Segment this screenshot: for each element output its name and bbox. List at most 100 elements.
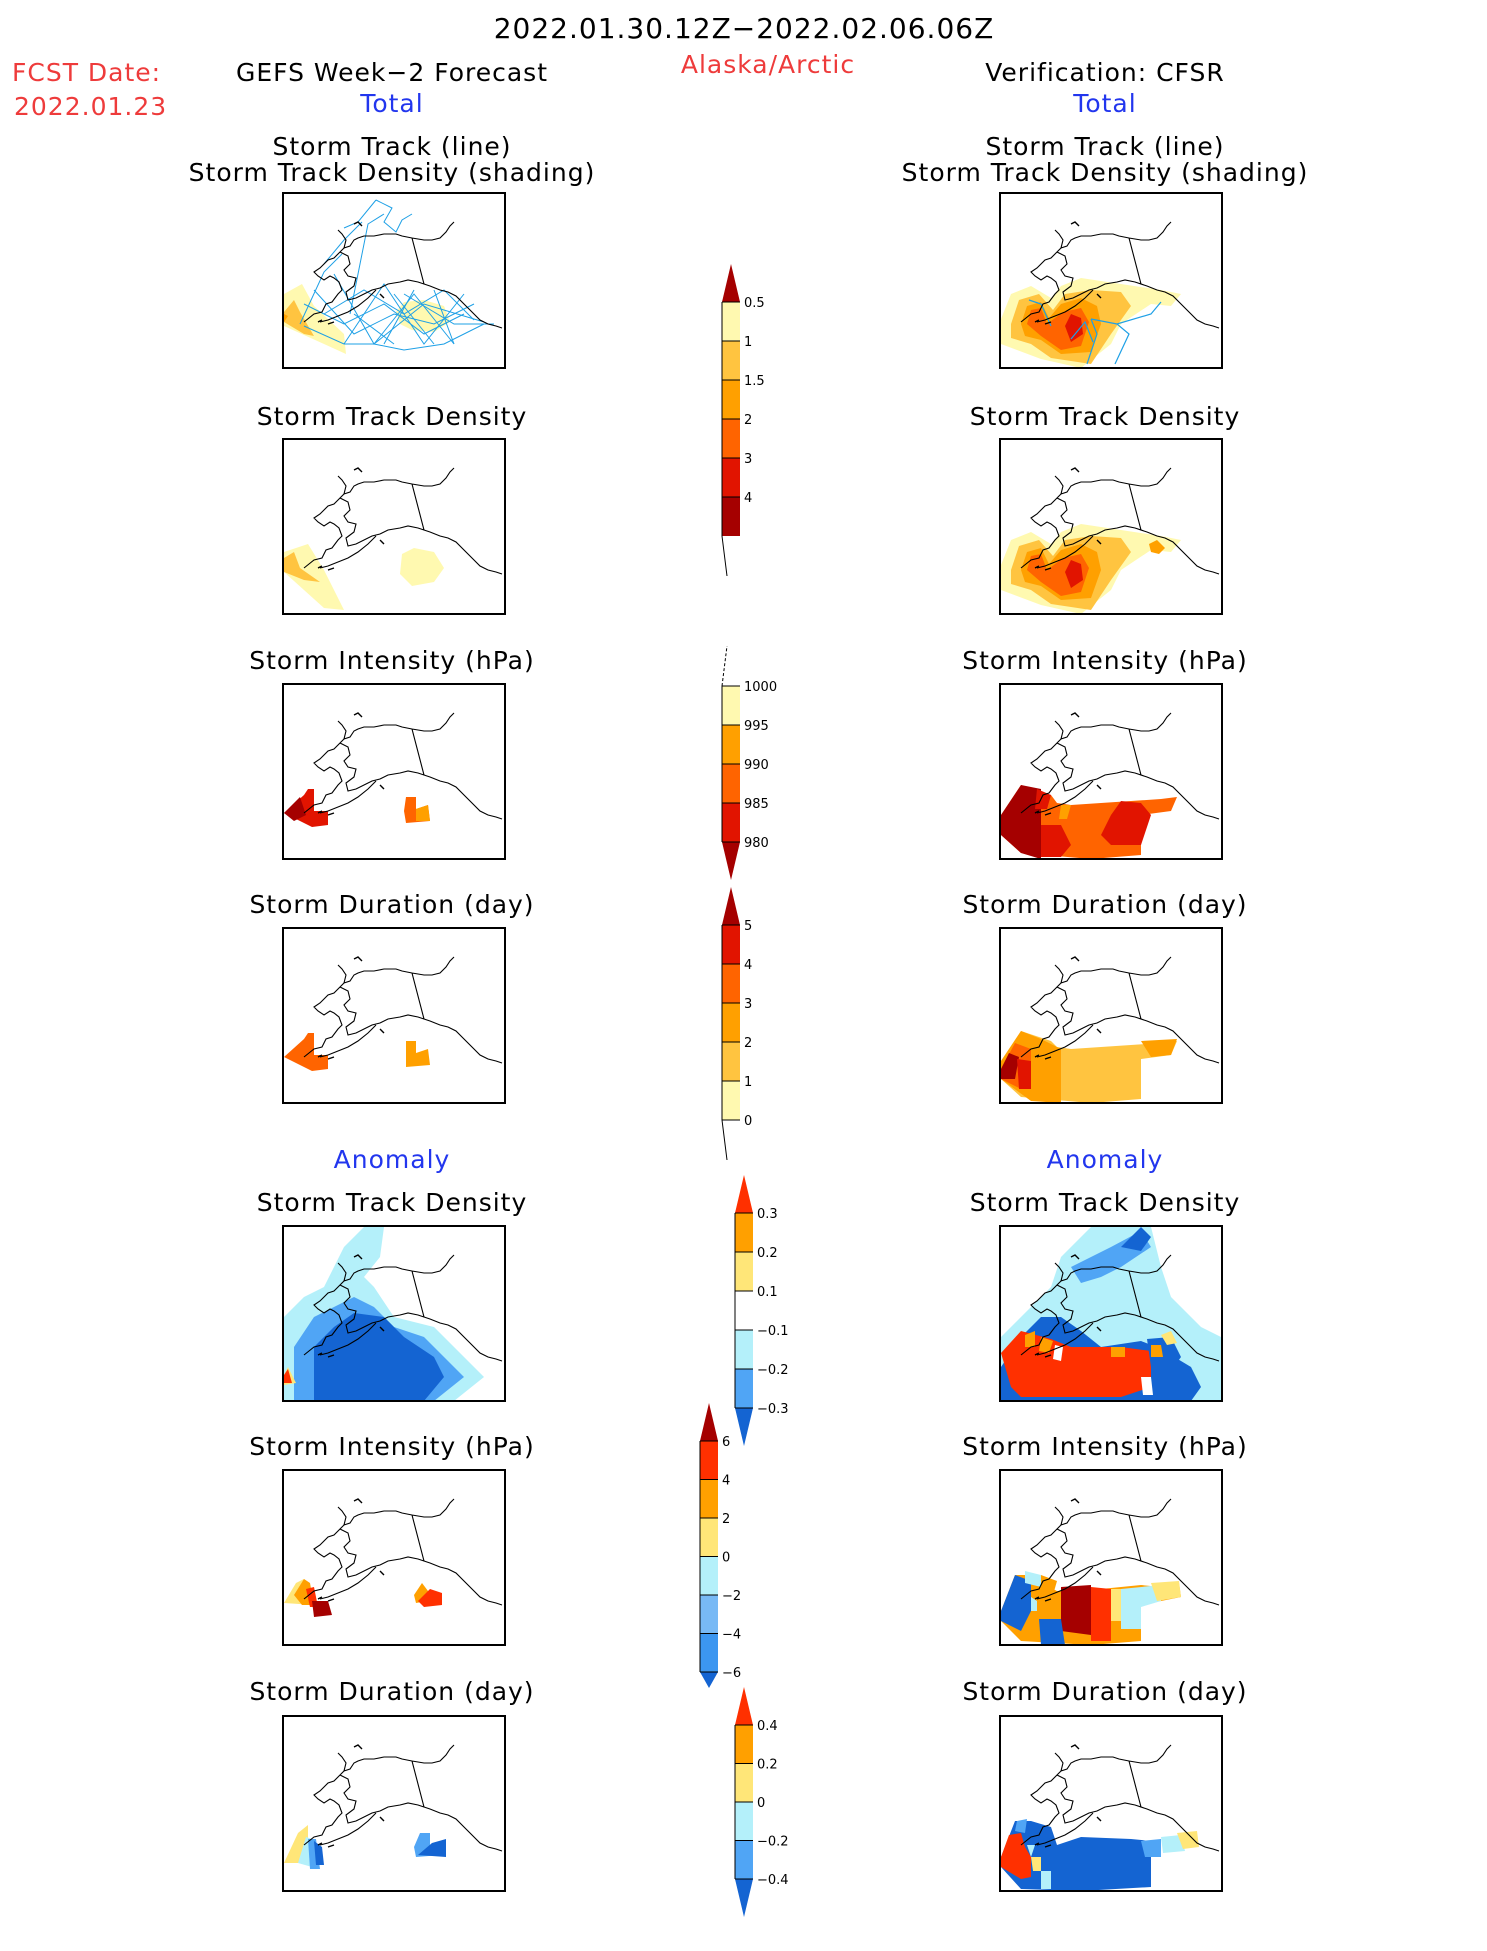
right-title-duration-anom: Storm Duration (day)	[962, 1677, 1248, 1706]
right-title-intensity-anom: Storm Intensity (hPa)	[962, 1432, 1248, 1461]
colorbar-segment	[735, 1330, 753, 1369]
alaska-coastline	[303, 1498, 503, 1606]
colorbar-segment	[735, 1252, 753, 1291]
shaded-region	[284, 284, 346, 354]
storm-track-line	[303, 323, 485, 351]
alaska-map	[1001, 221, 1220, 367]
shaded-region	[418, 1589, 442, 1607]
storm-track-line	[303, 303, 465, 335]
colorbar-tick-label: 1	[744, 1075, 752, 1090]
islands	[1034, 221, 1102, 325]
storm-track-line	[393, 293, 435, 345]
islands	[1034, 1498, 1102, 1602]
storm-track-line	[1086, 318, 1098, 365]
shaded-region	[1001, 1053, 1019, 1079]
shaded-region	[1041, 1871, 1051, 1889]
colorbar-segment	[735, 1840, 753, 1879]
alaska-coastline	[1020, 221, 1220, 329]
left-total-label: Total	[360, 89, 424, 118]
colorbar-duration-svg: 5 4 3 2 1 0	[721, 887, 752, 1161]
colorbar-tick-label: 0	[744, 1114, 752, 1129]
right-title-track-shading: Storm Track Density (shading)	[901, 158, 1309, 187]
colorbar-segment	[722, 380, 740, 419]
colorbar-intensity: 1000 995 990 985 980	[721, 645, 812, 914]
left-column-title: GEFS Week−2 Forecast	[235, 58, 549, 87]
islands	[1034, 1744, 1102, 1848]
colorbar-segment	[735, 1369, 753, 1408]
left-title-intensity-anom: Storm Intensity (hPa)	[249, 1432, 535, 1461]
shaded-region	[284, 552, 320, 582]
shaded-region	[1027, 1845, 1035, 1857]
region-title: Alaska/Arctic	[680, 50, 856, 79]
map-cfsr-track	[999, 192, 1223, 369]
colorbar-intensity-anomaly: 6 4 2 0 −2 −4 −6	[699, 1403, 790, 1722]
right-title-track-line: Storm Track (line)	[985, 132, 1225, 161]
colorbar-segment	[735, 1213, 753, 1252]
shaded-region	[1039, 1337, 1053, 1353]
alaska-map	[1001, 712, 1220, 858]
colorbar-upper-arrow	[722, 887, 740, 925]
alaska-coastline	[1020, 467, 1220, 575]
colorbar-tick-label: 0.3	[757, 1207, 778, 1222]
storm-track-lines	[299, 199, 494, 351]
left-title-track-shading: Storm Track Density (shading)	[188, 158, 596, 187]
colorbar-segment	[722, 497, 740, 536]
alaska-coastline	[303, 1254, 503, 1362]
shaded-region	[1161, 1835, 1185, 1853]
colorbar-segment	[722, 341, 740, 380]
islands	[1034, 467, 1102, 571]
shaded-region	[1141, 1377, 1153, 1395]
storm-track-line	[1114, 323, 1130, 365]
islands	[1034, 956, 1102, 1060]
map-cfsr-duration-anom	[999, 1715, 1223, 1892]
shaded-region	[1001, 785, 1041, 858]
colorbar-intensity-anomaly-svg: 6 4 2 0 −2 −4 −6	[699, 1403, 741, 1688]
shaded-region	[1001, 1833, 1031, 1879]
colorbar-tick-label: 0.5	[744, 296, 765, 311]
alaska-coastline	[1020, 956, 1220, 1064]
shaded-region	[1081, 1051, 1141, 1089]
right-title-density-anom: Storm Track Density	[969, 1188, 1241, 1217]
colorbar-tick-label: −0.2	[757, 1835, 789, 1850]
colorbar-intensity-svg: 1000 995 990 985 980	[721, 645, 777, 880]
colorbar-segment	[722, 1042, 740, 1081]
shaded-region	[1025, 1331, 1035, 1347]
islands	[317, 1498, 385, 1602]
colorbar-track-density-svg: 0.5 1 1.5 2 3 4	[721, 264, 765, 577]
colorbar-segment	[700, 1556, 718, 1595]
shaded-region	[1039, 1619, 1065, 1644]
alaska-coastline	[1020, 1498, 1220, 1606]
colorbar-segment	[722, 764, 740, 803]
colorbar-segment	[722, 302, 740, 341]
shaded-region	[284, 1369, 292, 1383]
shaded-region	[314, 1841, 324, 1865]
colorbar-upper-arrow	[735, 1687, 753, 1725]
map-gefs-density	[282, 438, 506, 615]
colorbar-segment	[722, 1081, 740, 1120]
colorbar-segment	[722, 925, 740, 964]
colorbar-tick-label: 0.2	[757, 1246, 778, 1261]
colorbar-segment	[722, 458, 740, 497]
alaska-coastline	[1020, 1254, 1220, 1362]
storm-track-line	[353, 313, 395, 345]
colorbar-lower-arrow	[722, 842, 740, 880]
colorbar-tick-label: 0	[757, 1796, 765, 1811]
shaded-region	[284, 797, 306, 821]
islands	[317, 712, 385, 816]
alaska-coastline	[303, 712, 503, 820]
shaded-region	[284, 314, 288, 322]
colorbar-density-anomaly-svg: 0.3 0.2 0.1 −0.1 −0.2 −0.3	[734, 1175, 789, 1446]
map-gefs-density-anom	[282, 1225, 506, 1402]
shaded-region	[1161, 1331, 1177, 1345]
colorbar-segment	[700, 1518, 718, 1557]
colorbar-upper-arrow	[700, 1403, 718, 1441]
colorbar-tick-label: 2	[744, 1036, 752, 1051]
shaded-region	[1141, 1039, 1177, 1057]
colorbar-segment	[722, 419, 740, 458]
shaded-region	[1059, 805, 1071, 819]
storm-track-line	[323, 289, 475, 321]
colorbar-tick-label: 995	[744, 719, 769, 734]
map-cfsr-duration	[999, 927, 1223, 1104]
shaded-region	[416, 805, 430, 821]
shaded-region	[1065, 560, 1083, 588]
